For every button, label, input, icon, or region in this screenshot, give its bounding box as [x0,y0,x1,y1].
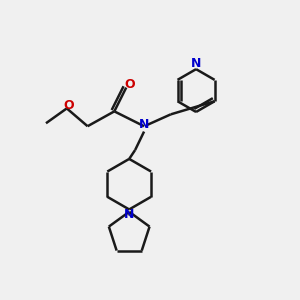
Text: O: O [63,99,74,112]
Text: O: O [124,78,134,91]
Text: N: N [191,57,201,70]
Text: N: N [139,118,149,131]
Text: N: N [124,208,134,221]
